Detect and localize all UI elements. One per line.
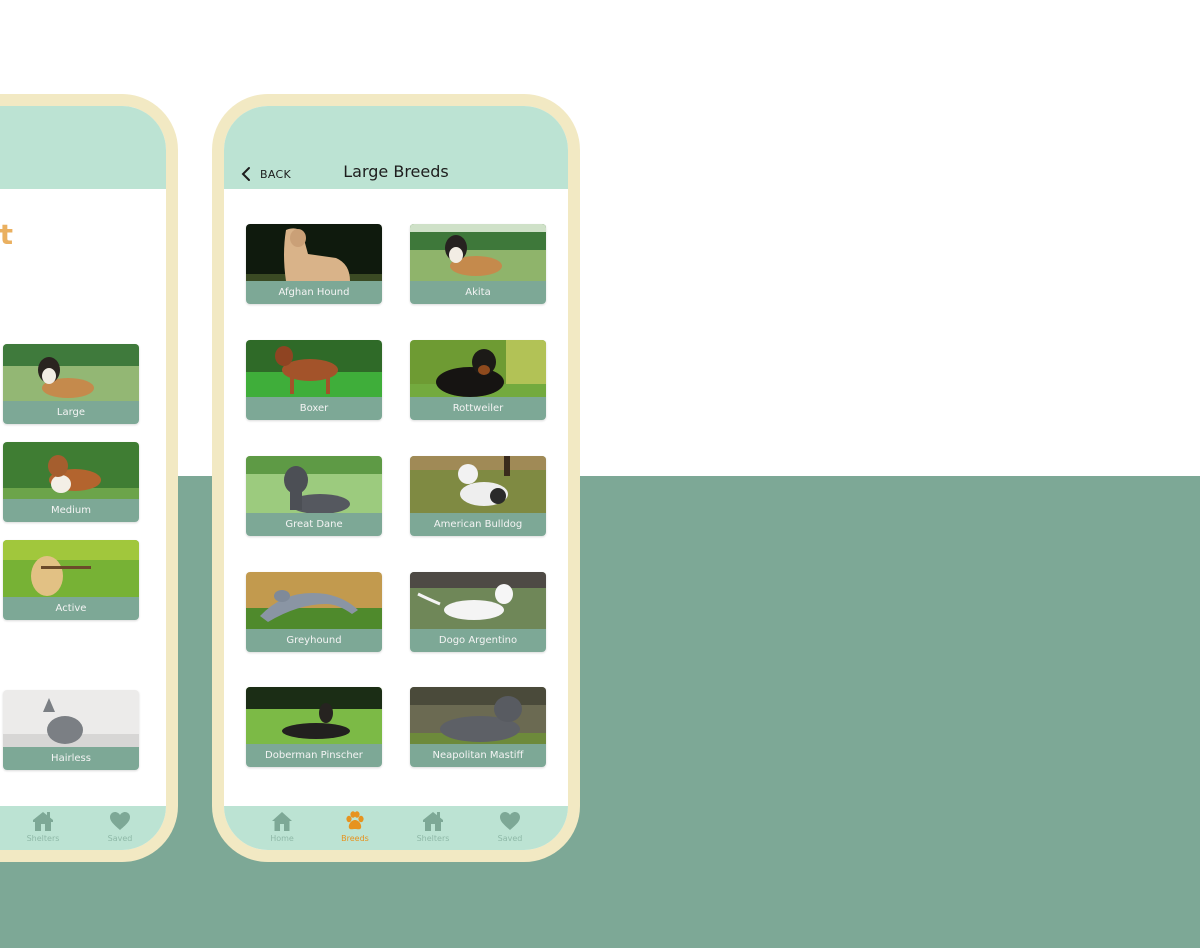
card-label: Large [3, 401, 139, 424]
category-card-hairless[interactable]: Hairless [3, 690, 139, 770]
great-dane-photo [246, 456, 382, 513]
category-card-medium[interactable]: Medium [3, 442, 139, 522]
back-label: BACK [260, 167, 291, 181]
home-icon [272, 812, 292, 831]
card-label: Rottweiler [410, 397, 546, 420]
heart-icon [110, 812, 130, 830]
beagle-photo [3, 442, 139, 499]
header: BACK Large Breeds [224, 106, 568, 189]
breed-card-rottweiler[interactable]: Rottweiler [410, 340, 546, 420]
card-label: Doberman Pinscher [246, 744, 382, 767]
tab-saved[interactable]: Saved [90, 809, 150, 849]
tab-home[interactable]: Home [252, 809, 312, 849]
heart-icon [500, 812, 520, 830]
tab-label: Shelters [416, 834, 450, 843]
card-label: Hairless [3, 747, 139, 770]
doberman-photo [246, 687, 382, 744]
akita-photo [410, 224, 546, 281]
tab-label: Saved [107, 834, 133, 843]
paw-icon [346, 811, 364, 830]
rottweiler-photo [410, 340, 546, 397]
header: eds [0, 106, 166, 189]
breed-card-great-dane[interactable]: Great Dane [246, 456, 382, 536]
golden-retriever-photo [3, 540, 139, 597]
category-card-large[interactable]: Large [3, 344, 139, 424]
card-label: Medium [3, 499, 139, 522]
tab-bar: Home Breeds Shelters Saved [224, 806, 568, 850]
card-label: Active [3, 597, 139, 620]
american-bulldog-photo [410, 456, 546, 513]
tab-label: Home [270, 834, 294, 843]
tab-shelters[interactable]: Shelters [403, 809, 463, 849]
section-heading: est [0, 218, 15, 251]
category-card-active[interactable]: Active [3, 540, 139, 620]
akita-photo [3, 344, 139, 401]
shelter-icon [33, 812, 53, 831]
chevron-left-icon [241, 167, 250, 181]
breed-card-akita[interactable]: Akita [410, 224, 546, 304]
breed-card-doberman-pinscher[interactable]: Doberman Pinscher [246, 687, 382, 767]
card-label: Akita [410, 281, 546, 304]
breed-card-afghan-hound[interactable]: Afghan Hound [246, 224, 382, 304]
tab-label: Saved [497, 834, 523, 843]
page-title: Large Breeds [343, 162, 449, 181]
tab-label: Shelters [26, 834, 60, 843]
card-label: Neapolitan Mastiff [410, 744, 546, 767]
breed-card-dogo-argentino[interactable]: Dogo Argentino [410, 572, 546, 652]
tab-saved[interactable]: Saved [480, 809, 540, 849]
tab-bar: Shelters Saved [0, 806, 166, 850]
boxer-photo [246, 340, 382, 397]
afghan-hound-photo [246, 224, 382, 281]
card-label: Great Dane [246, 513, 382, 536]
breed-card-neapolitan-mastiff[interactable]: Neapolitan Mastiff [410, 687, 546, 767]
breed-card-greyhound[interactable]: Greyhound [246, 572, 382, 652]
tab-shelters[interactable]: Shelters [13, 809, 73, 849]
phone-categories: eds est Large Medium Active [0, 94, 178, 862]
dogo-argentino-photo [410, 572, 546, 629]
tab-label: Breeds [341, 834, 369, 843]
shelter-icon [423, 812, 443, 831]
phone-large-breeds: BACK Large Breeds Afghan Hound Akita [212, 94, 580, 862]
breed-card-american-bulldog[interactable]: American Bulldog [410, 456, 546, 536]
card-label: Boxer [246, 397, 382, 420]
card-label: American Bulldog [410, 513, 546, 536]
card-label: Afghan Hound [246, 281, 382, 304]
card-label: Dogo Argentino [410, 629, 546, 652]
breed-card-boxer[interactable]: Boxer [246, 340, 382, 420]
hairless-cat-photo [3, 690, 139, 747]
greyhound-photo [246, 572, 382, 629]
neapolitan-mastiff-photo [410, 687, 546, 744]
card-label: Greyhound [246, 629, 382, 652]
tab-breeds[interactable]: Breeds [325, 809, 385, 849]
back-button[interactable]: BACK [240, 166, 291, 182]
background-band [0, 476, 1200, 948]
